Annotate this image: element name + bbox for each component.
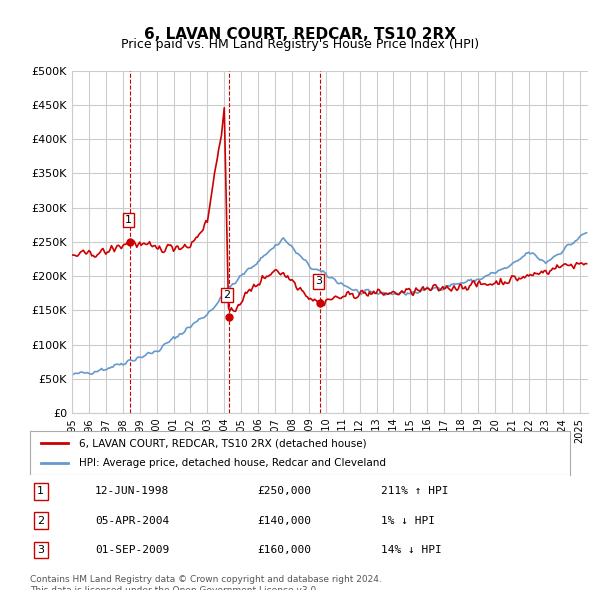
Text: 6, LAVAN COURT, REDCAR, TS10 2RX: 6, LAVAN COURT, REDCAR, TS10 2RX [144, 27, 456, 41]
Text: £160,000: £160,000 [257, 545, 311, 555]
Text: 01-SEP-2009: 01-SEP-2009 [95, 545, 169, 555]
Text: 12-JUN-1998: 12-JUN-1998 [95, 486, 169, 496]
Text: 1: 1 [37, 486, 44, 496]
Text: Contains HM Land Registry data © Crown copyright and database right 2024.
This d: Contains HM Land Registry data © Crown c… [30, 575, 382, 590]
Text: 2: 2 [224, 290, 231, 300]
Text: 05-APR-2004: 05-APR-2004 [95, 516, 169, 526]
Text: 14% ↓ HPI: 14% ↓ HPI [381, 545, 442, 555]
Text: £140,000: £140,000 [257, 516, 311, 526]
Text: Price paid vs. HM Land Registry's House Price Index (HPI): Price paid vs. HM Land Registry's House … [121, 38, 479, 51]
Text: 1: 1 [125, 215, 132, 225]
Text: 3: 3 [315, 276, 322, 286]
Text: 3: 3 [37, 545, 44, 555]
Text: HPI: Average price, detached house, Redcar and Cleveland: HPI: Average price, detached house, Redc… [79, 458, 386, 467]
Text: 1% ↓ HPI: 1% ↓ HPI [381, 516, 435, 526]
Text: 2: 2 [37, 516, 44, 526]
Text: 211% ↑ HPI: 211% ↑ HPI [381, 486, 449, 496]
Text: £250,000: £250,000 [257, 486, 311, 496]
Text: 6, LAVAN COURT, REDCAR, TS10 2RX (detached house): 6, LAVAN COURT, REDCAR, TS10 2RX (detach… [79, 438, 366, 448]
